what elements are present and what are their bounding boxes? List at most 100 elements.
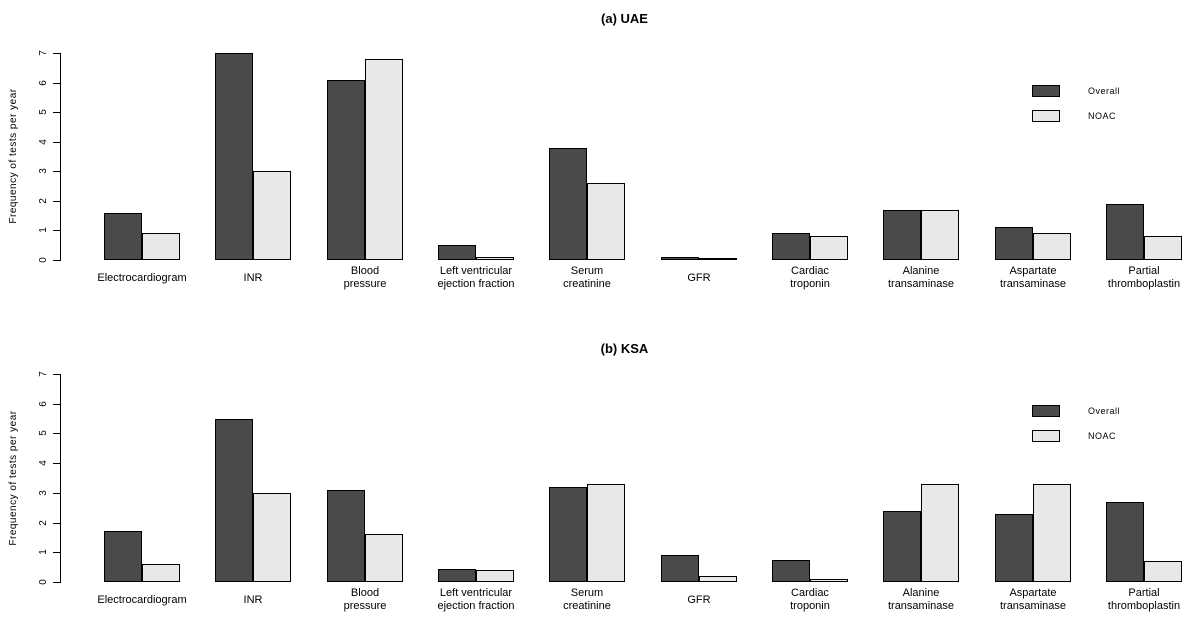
category-label-9: Partial thromboplastin (1107, 265, 1181, 290)
legend-label-noac: NOAC (1088, 111, 1117, 121)
category-label-9: Partial thromboplastin (1107, 587, 1181, 612)
category-label-7: Alanine transaminase (887, 265, 955, 290)
bar-overall-7 (883, 511, 921, 582)
legend-swatch-noac (1032, 430, 1060, 442)
category-label-2: Blood pressure (343, 265, 387, 290)
bar-overall-9 (1106, 502, 1144, 582)
y-tick-mark (53, 112, 60, 113)
bar-overall-1 (215, 53, 253, 260)
legend-swatch-overall (1032, 405, 1060, 417)
category-label-5: GFR (687, 593, 711, 606)
category-label-4: Serum creatinine (563, 587, 611, 612)
category-label-7: Alanine transaminase (887, 587, 955, 612)
bar-noac-6 (810, 579, 848, 582)
bar-noac-1 (253, 171, 291, 260)
y-tick-label: 2 (37, 198, 49, 204)
legend-label-overall: Overall (1088, 86, 1121, 96)
bar-noac-4 (587, 484, 625, 582)
category-label-0: Electrocardiogram (97, 271, 187, 284)
y-tick-label: 6 (37, 80, 49, 86)
bar-noac-7 (921, 484, 959, 582)
bar-overall-6 (772, 233, 810, 260)
bar-overall-6 (772, 560, 810, 582)
bar-overall-0 (104, 531, 142, 582)
bar-noac-8 (1033, 233, 1071, 260)
plot-area-ksa: 0 1 2 3 4 5 6 7 Electrocardiogram INR Blood pressu… (0, 310, 1199, 620)
category-label-4: Serum creatinine (563, 265, 611, 290)
category-label-0: Electrocardiogram (97, 593, 187, 606)
y-tick-mark (53, 523, 60, 524)
y-tick-label: 3 (37, 490, 49, 496)
bar-noac-8 (1033, 484, 1071, 582)
bar-noac-3 (476, 257, 514, 260)
bar-noac-9 (1144, 561, 1182, 582)
y-tick-label: 5 (37, 430, 49, 436)
bar-overall-0 (104, 213, 142, 260)
y-tick-label: 4 (37, 139, 49, 145)
y-axis-line (60, 53, 61, 261)
bar-overall-8 (995, 514, 1033, 582)
y-tick-label: 4 (37, 460, 49, 466)
legend-entry-noac: NOAC (1032, 110, 1182, 122)
category-label-1: INR (243, 593, 263, 606)
bar-overall-3 (438, 245, 476, 260)
bar-overall-5 (661, 555, 699, 582)
y-axis-line (60, 374, 61, 583)
y-tick-label: 6 (37, 401, 49, 407)
bar-noac-5 (699, 576, 737, 582)
y-tick-mark (53, 404, 60, 405)
y-tick-mark (53, 493, 60, 494)
y-tick-mark (53, 552, 60, 553)
bar-overall-3 (438, 569, 476, 582)
chart-title-ksa: (b) KSA (600, 341, 649, 356)
category-label-1: INR (243, 271, 263, 284)
y-tick-label: 3 (37, 168, 49, 174)
bar-noac-7 (921, 210, 959, 260)
bar-overall-2 (327, 490, 365, 582)
legend: Overall NOAC (1032, 85, 1182, 135)
y-tick-label: 2 (37, 520, 49, 526)
bar-noac-2 (365, 59, 403, 260)
y-tick-label: 0 (37, 579, 49, 585)
y-tick-mark (53, 463, 60, 464)
bar-overall-4 (549, 487, 587, 582)
bar-overall-1 (215, 419, 253, 582)
legend-entry-overall: Overall (1032, 405, 1182, 417)
y-tick-mark (53, 142, 60, 143)
y-tick-mark (53, 53, 60, 54)
y-tick-label: 0 (37, 257, 49, 263)
plot-area-uae: 0 1 2 3 4 5 6 7 Electrocardiogram INR Blood pressu… (37, 50, 1182, 290)
y-tick-label: 7 (37, 50, 49, 56)
category-label-2: Blood pressure (343, 587, 387, 612)
legend-label-overall: Overall (1088, 406, 1121, 416)
bar-noac-0 (142, 564, 180, 582)
bar-noac-1 (253, 493, 291, 582)
legend-label-noac: NOAC (1088, 431, 1117, 441)
y-tick-label: 5 (37, 109, 49, 115)
bar-overall-2 (327, 80, 365, 260)
y-tick-mark (53, 260, 60, 261)
legend-entry-noac: NOAC (1032, 430, 1182, 442)
bar-noac-6 (810, 236, 848, 260)
bar-overall-7 (883, 210, 921, 260)
y-tick-label: 1 (37, 549, 49, 555)
y-tick-label: 1 (37, 227, 49, 233)
bar-overall-4 (549, 148, 587, 260)
bar-overall-5 (661, 257, 699, 260)
y-tick-mark (53, 83, 60, 84)
y-tick-label: 7 (37, 371, 49, 377)
y-tick-mark (53, 433, 60, 434)
legend-swatch-overall (1032, 85, 1060, 97)
bar-overall-8 (995, 227, 1033, 260)
bar-noac-2 (365, 534, 403, 582)
bar-overall-9 (1106, 204, 1144, 260)
y-tick-mark (53, 374, 60, 375)
legend-swatch-noac (1032, 110, 1060, 122)
category-label-8: Aspartate transaminase (999, 587, 1067, 612)
bar-noac-5 (699, 258, 737, 260)
category-label-3: Left ventricular ejection fraction (437, 587, 515, 612)
category-label-8: Aspartate transaminase (999, 265, 1067, 290)
